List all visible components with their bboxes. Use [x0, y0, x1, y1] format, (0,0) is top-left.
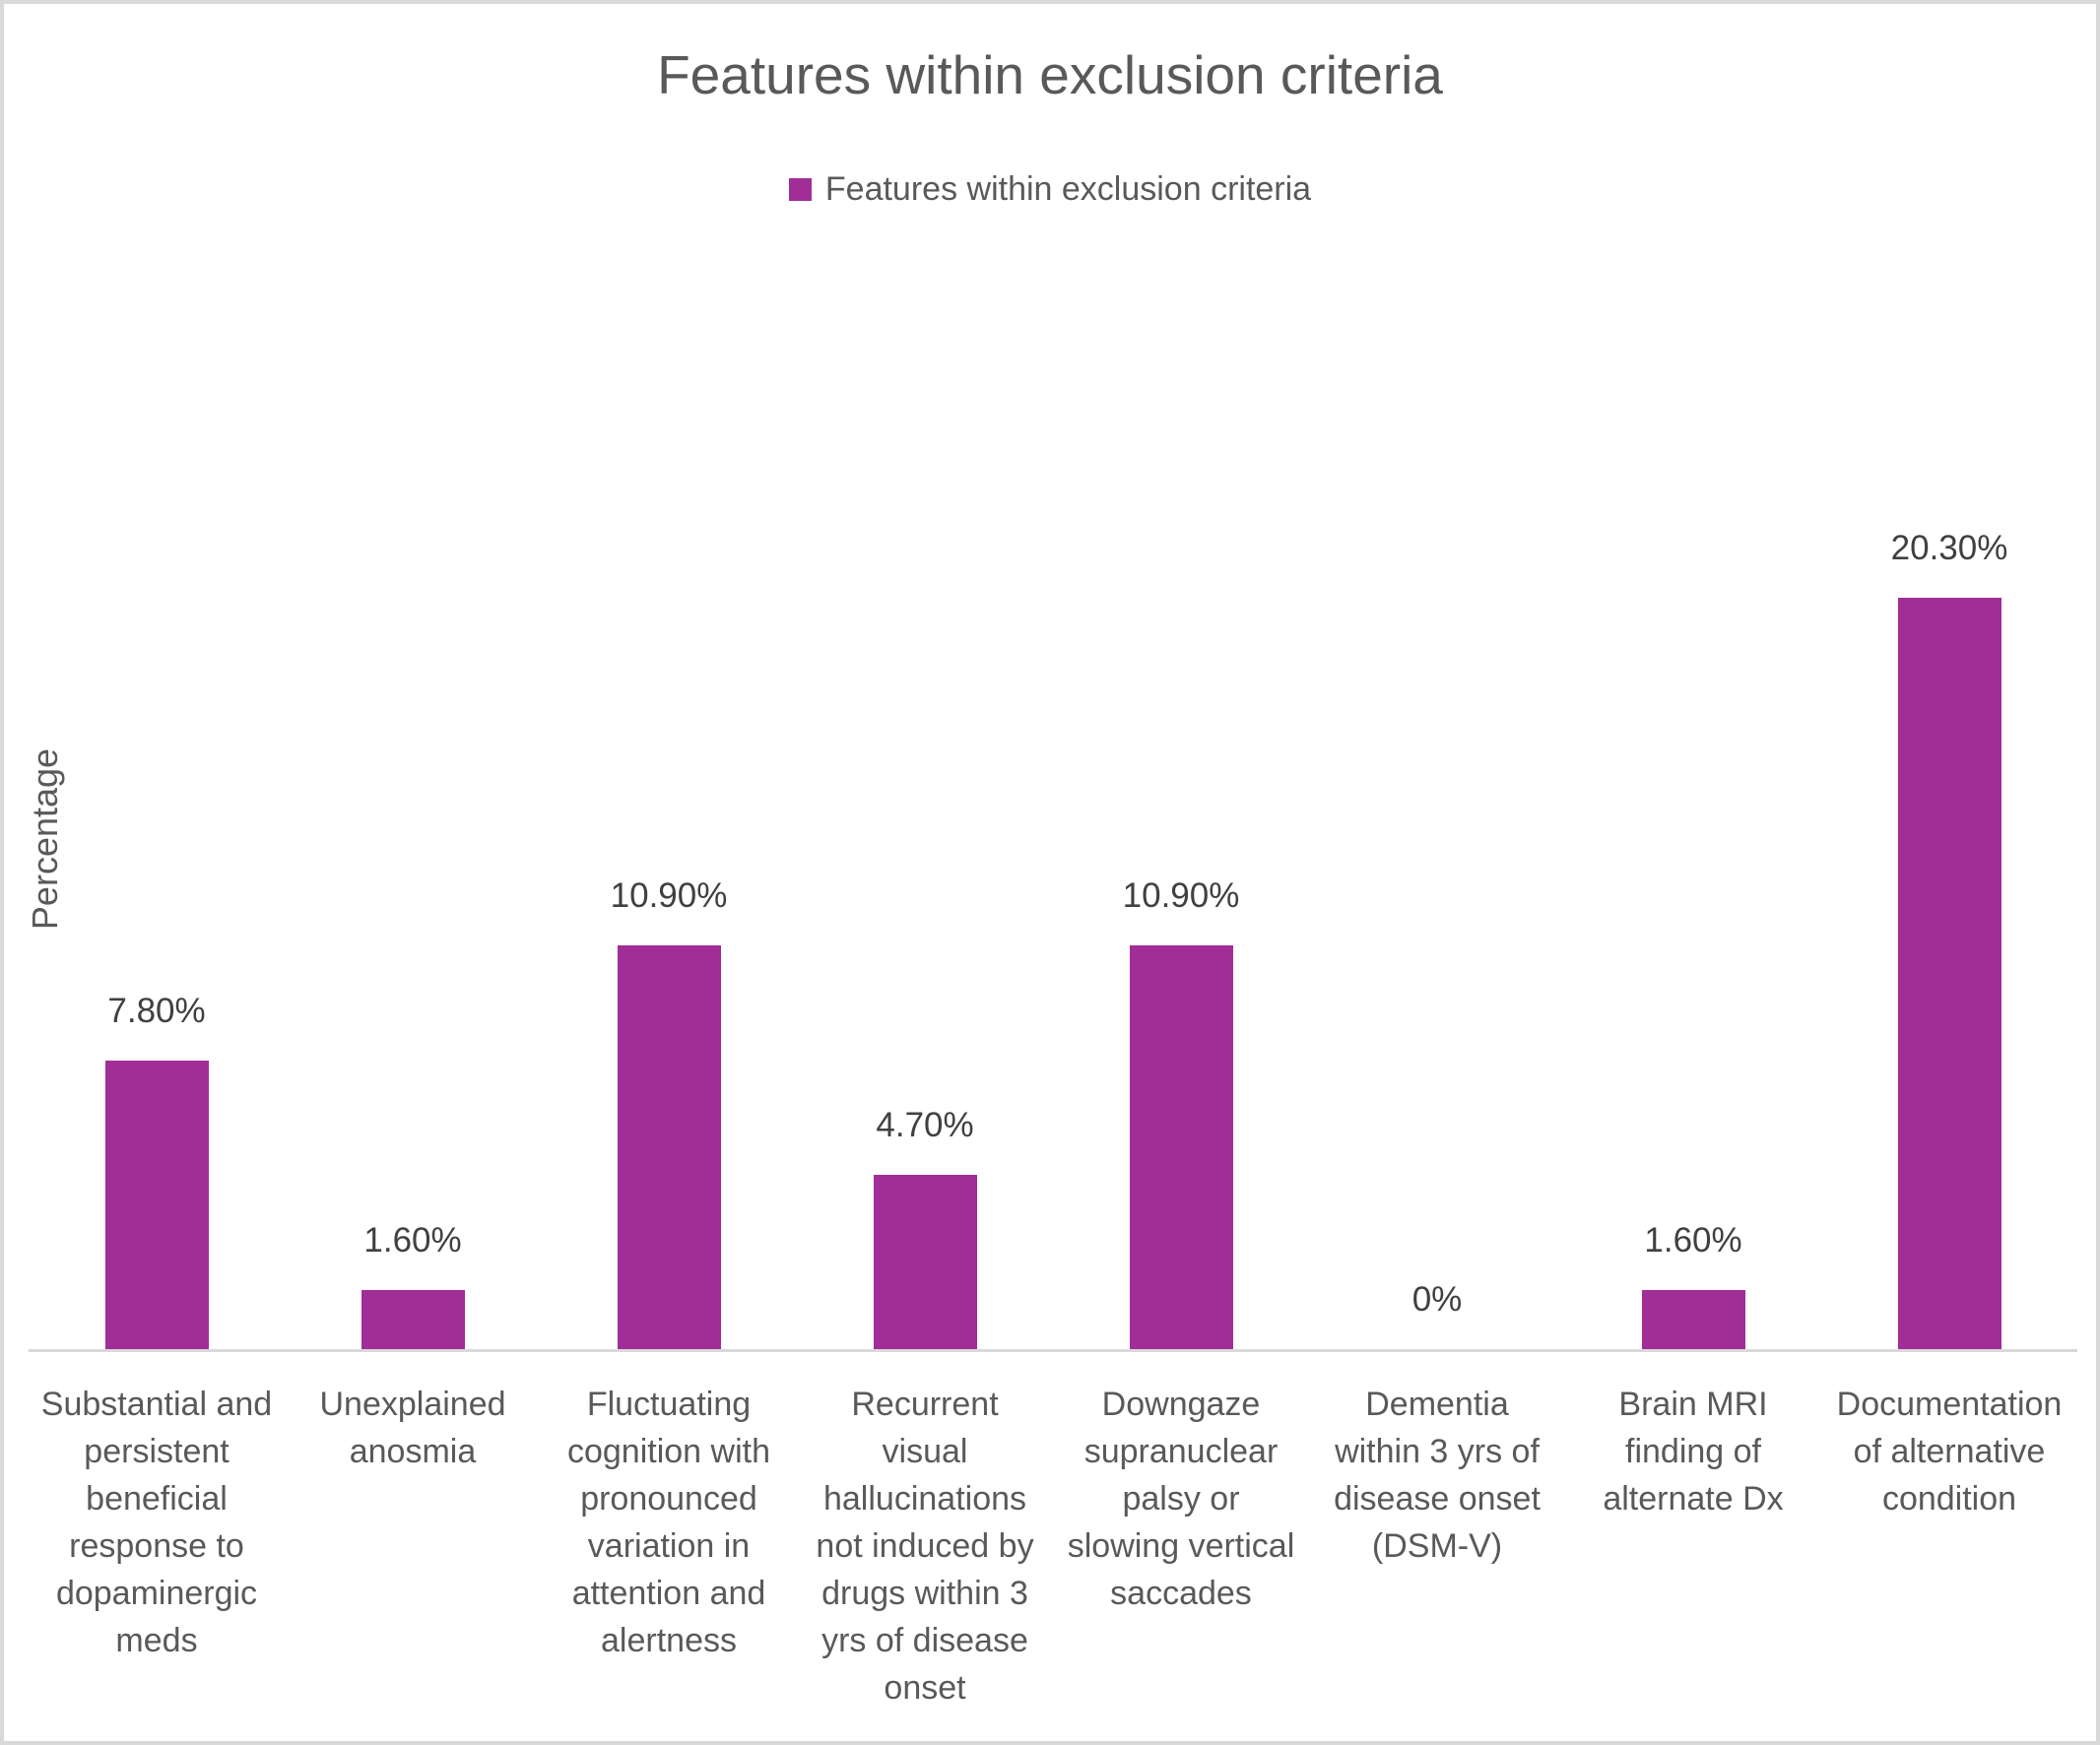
category-axis-label: Fluctuating cognition with pronounced va… — [566, 1386, 770, 1659]
category-axis-label: Documentation of alternative condition — [1836, 1386, 2063, 1518]
bar — [361, 1290, 465, 1349]
data-label: 20.30% — [1890, 529, 2008, 567]
bar — [1129, 945, 1233, 1349]
data-label: 4.70% — [876, 1106, 974, 1144]
data-label: 10.90% — [1122, 876, 1240, 915]
category-axis-label: Downgaze supranuclear palsy or slowing v… — [1067, 1386, 1295, 1612]
data-label: 10.90% — [610, 876, 728, 915]
category-axis-label: Unexplained anosmia — [319, 1386, 506, 1470]
legend-color-swatch-icon — [788, 177, 812, 201]
legend-series-label: Features within exclusion criteria — [824, 170, 1312, 208]
x-axis-line — [29, 1349, 2077, 1352]
legend: Features within exclusion criteria — [4, 169, 2096, 209]
category-axis-label: Recurrent visual hallucinations not indu… — [816, 1386, 1034, 1707]
bar — [1641, 1290, 1745, 1349]
chart-title: Features within exclusion criteria — [657, 44, 1443, 105]
bar — [873, 1175, 977, 1349]
data-label: 1.60% — [363, 1221, 462, 1260]
category-axis-label: Substantial and persistent beneficial re… — [40, 1386, 273, 1659]
category-axis-label: Brain MRI finding of alternate Dx — [1603, 1386, 1784, 1518]
data-label: 1.60% — [1644, 1221, 1742, 1260]
y-axis-title: Percentage — [25, 747, 65, 931]
category-axis-label: Dementia within 3 yrs of disease onset (… — [1334, 1386, 1541, 1565]
bar — [104, 1061, 209, 1349]
bar — [1897, 598, 2002, 1349]
data-label: 7.80% — [107, 992, 206, 1030]
data-label: 0% — [1411, 1280, 1463, 1319]
bar — [617, 945, 721, 1349]
